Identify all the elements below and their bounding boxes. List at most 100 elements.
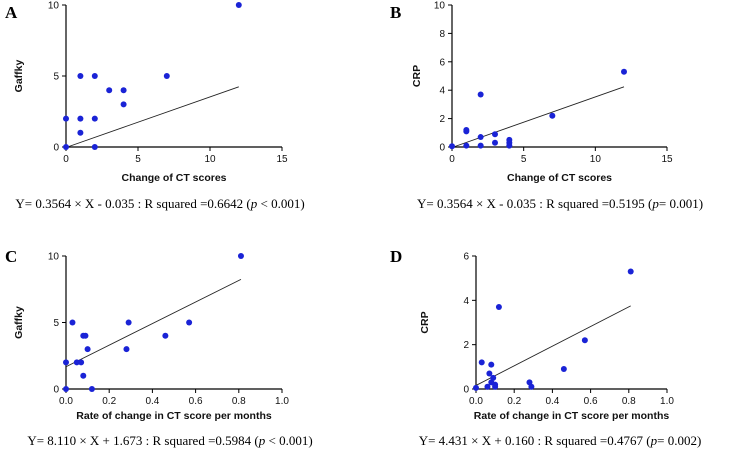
regression-line: [451, 86, 625, 148]
data-point: [237, 253, 244, 259]
data-point: [627, 268, 634, 275]
data-point: [492, 131, 498, 138]
data-point: [77, 115, 84, 122]
data-point: [484, 383, 491, 390]
data-point: [82, 332, 89, 339]
data-point: [91, 73, 98, 79]
data-point: [621, 68, 627, 75]
data-point: [91, 144, 98, 150]
data-point: [73, 359, 80, 366]
panel-letter: B: [390, 3, 401, 22]
x-axis-title: Rate of change in CT score per months: [76, 410, 272, 422]
data-point: [477, 134, 484, 141]
regression-equation: Y= 4.431 × X + 0.160 : R squared =0.4767…: [419, 433, 702, 448]
data-point: [477, 91, 484, 98]
x-tick-label: 0.8: [232, 396, 246, 407]
x-tick-label: 0.2: [507, 396, 521, 407]
data-point: [486, 370, 493, 377]
x-tick-label: 15: [661, 154, 673, 165]
x-tick-label: 10: [204, 154, 216, 165]
data-point: [463, 128, 470, 135]
regression-equation: Y= 0.3564 × X - 0.035 : R squared =0.519…: [417, 196, 703, 211]
data-point: [235, 2, 242, 8]
x-tick-label: 1.0: [275, 396, 289, 407]
panel-d: D 0.0 0.2 0.4 0.6 0.8 1.0 0 2 4 6 Rate of change in…: [390, 247, 701, 448]
regression-line: [475, 305, 631, 386]
data-point: [477, 142, 484, 149]
equation-p-symbol: p: [650, 433, 658, 448]
equation-prefix: Y= 4.431 × X + 0.160 : R squared =0.4767…: [419, 433, 651, 448]
x-tick-label: 0.0: [469, 396, 483, 407]
y-tick-label: 0: [53, 385, 59, 396]
data-point: [581, 337, 588, 344]
data-point: [63, 386, 69, 392]
panel-c: C 0.0 0.2 0.4 0.6 0.8 1.0 0 5 10 Rate of change in…: [5, 247, 313, 448]
data-point: [449, 143, 455, 150]
regression-equation: Y= 8.110 × X + 1.673 : R squared =0.5984…: [27, 433, 312, 448]
x-tick-label: 0: [63, 154, 69, 165]
equation-prefix: Y= 8.110 × X + 1.673 : R squared =0.5984…: [27, 433, 258, 448]
equation-p-symbol: p: [258, 433, 266, 448]
data-point: [78, 359, 85, 366]
data-point: [80, 372, 87, 379]
y-tick-label: 10: [48, 1, 60, 12]
panel-b: B 0 5 10 15 0 2 4 6 8 10 Change of CT scores CRP Y= 0…: [390, 1, 703, 212]
panel-letter: A: [5, 3, 18, 22]
x-tick-label: 0: [449, 154, 455, 165]
y-tick-label: 8: [439, 29, 445, 40]
y-axis-title: CRP: [419, 311, 431, 333]
data-point: [84, 346, 91, 353]
x-tick-label: 5: [521, 154, 527, 165]
x-tick-label: 0.4: [145, 396, 159, 407]
panel-letter: D: [390, 247, 402, 266]
equation-prefix: Y= 0.3564 × X - 0.035 : R squared =0.664…: [15, 196, 250, 211]
data-point: [488, 361, 495, 368]
data-point: [492, 383, 499, 390]
y-tick-label: 4: [439, 86, 445, 97]
data-point: [106, 87, 113, 94]
panel-a: A 0 5 10 15 0 5 10 Change of CT scores Gaffky Y= 0…: [5, 1, 305, 212]
x-tick-label: 0.6: [189, 396, 203, 407]
y-axis-title: Gaffky: [13, 306, 25, 339]
data-point: [63, 359, 69, 366]
data-point: [463, 142, 470, 149]
equation-suffix: < 0.001): [265, 433, 312, 448]
x-tick-label: 0.2: [102, 396, 116, 407]
x-tick-label: 0.6: [584, 396, 598, 407]
data-point: [77, 129, 84, 136]
data-point: [549, 112, 556, 119]
data-point: [473, 384, 479, 391]
y-tick-label: 0: [463, 385, 469, 396]
data-point: [88, 386, 95, 392]
x-tick-label: 1.0: [660, 396, 674, 407]
data-point: [123, 346, 130, 353]
x-axis-title: Change of CT scores: [121, 172, 226, 184]
data-point: [560, 366, 567, 373]
y-tick-label: 4: [463, 296, 469, 307]
x-tick-label: 0.8: [622, 396, 636, 407]
y-tick-label: 10: [434, 1, 446, 12]
equation-suffix: = 0.002): [657, 433, 701, 448]
x-tick-label: 10: [590, 154, 602, 165]
data-point: [125, 319, 132, 326]
data-point: [63, 144, 69, 150]
y-tick-label: 10: [48, 252, 60, 263]
data-point: [492, 139, 498, 146]
data-point: [162, 332, 169, 339]
y-tick-label: 2: [463, 340, 469, 351]
regression-line: [65, 278, 242, 368]
regression-line: [65, 86, 239, 148]
y-axis-title: CRP: [411, 65, 423, 87]
x-tick-label: 5: [135, 154, 141, 165]
equation-suffix: = 0.001): [659, 196, 703, 211]
equation-p-symbol: p: [651, 196, 659, 211]
regression-equation: Y= 0.3564 × X - 0.035 : R squared =0.664…: [15, 196, 304, 211]
y-tick-label: 5: [53, 318, 59, 329]
data-point: [506, 142, 513, 149]
y-tick-label: 2: [439, 114, 445, 125]
y-tick-label: 5: [53, 72, 59, 83]
y-tick-label: 0: [439, 143, 445, 154]
panel-letter: C: [5, 247, 17, 266]
x-tick-label: 15: [276, 154, 288, 165]
